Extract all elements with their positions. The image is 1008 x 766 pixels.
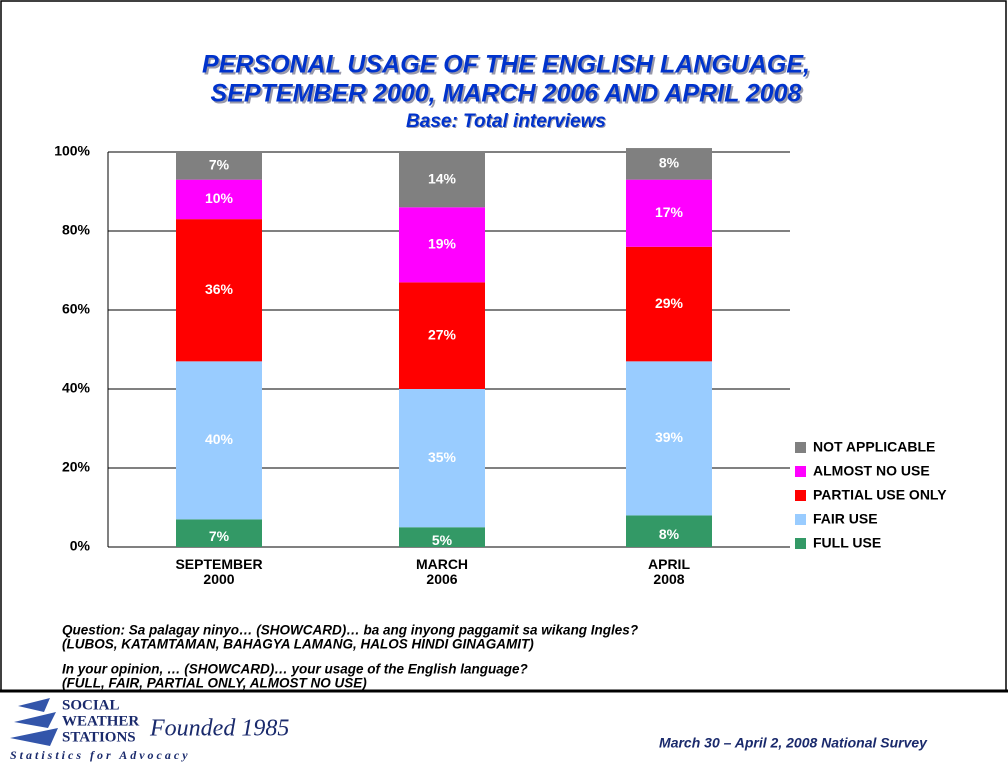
data-label: 39% xyxy=(655,429,684,445)
data-label: 10% xyxy=(205,190,234,206)
data-label: 8% xyxy=(659,155,680,171)
y-tick-label: 0% xyxy=(70,538,91,554)
y-tick-label: 20% xyxy=(62,459,91,475)
x-tick-label: APRIL 2008 xyxy=(648,556,690,587)
bar-segment xyxy=(626,246,712,362)
legend-swatch xyxy=(795,538,806,549)
bar-segment xyxy=(626,361,712,516)
x-tick-label: SEPTEMBER 2000 xyxy=(175,556,263,587)
legend-swatch xyxy=(795,442,806,453)
legend-swatch xyxy=(795,490,806,501)
bar-segment xyxy=(399,207,485,283)
bar-segment xyxy=(176,179,262,220)
legend-swatch xyxy=(795,466,806,477)
note: Question: Sa palagay ninyo… (SHOWCARD)… … xyxy=(62,623,638,638)
logo-text: SOCIAL xyxy=(62,697,120,713)
data-label: 17% xyxy=(655,204,684,220)
bar-segment xyxy=(176,219,262,362)
data-label: 35% xyxy=(428,449,457,465)
bar-segment xyxy=(399,282,485,389)
subtitle: Base: Total interviews xyxy=(406,111,606,132)
survey-date: March 30 – April 2, 2008 National Survey xyxy=(659,735,928,751)
data-label: 7% xyxy=(209,528,230,544)
logo-text: WEATHER xyxy=(62,713,139,729)
logo-mark xyxy=(10,698,58,746)
bar-segment xyxy=(626,515,712,547)
legend-swatch xyxy=(795,514,806,525)
note: In your opinion, … (SHOWCARD)… your usag… xyxy=(62,662,528,677)
bar-segment xyxy=(399,389,485,528)
x-tick-label: MARCH 2006 xyxy=(415,556,469,587)
bar-segment xyxy=(626,179,712,247)
data-label: 19% xyxy=(428,236,457,252)
data-label: 27% xyxy=(428,326,457,342)
bar-segment xyxy=(176,519,262,547)
data-label: 29% xyxy=(655,295,684,311)
logo-tagline: Statistics for Advocacy xyxy=(10,748,191,762)
data-label: 5% xyxy=(432,532,453,548)
title-line: PERSONAL USAGE OF THE ENGLISH LANGUAGE, xyxy=(202,51,810,79)
legend-label: NOT APPLICABLE xyxy=(813,439,935,455)
y-tick-label: 40% xyxy=(62,380,91,396)
legend-label: FAIR USE xyxy=(813,511,878,527)
legend-label: FULL USE xyxy=(813,535,881,551)
bar-segment xyxy=(176,152,262,180)
logo-founded: Founded 1985 xyxy=(149,716,289,742)
logo-text: STATIONS xyxy=(62,729,136,745)
data-label: 40% xyxy=(205,431,234,447)
legend-label: PARTIAL USE ONLY xyxy=(813,487,947,503)
data-label: 8% xyxy=(659,526,680,542)
y-tick-label: 80% xyxy=(62,222,91,238)
data-label: 7% xyxy=(209,157,230,173)
y-tick-label: 100% xyxy=(54,143,90,159)
legend-label: ALMOST NO USE xyxy=(813,463,930,479)
data-label: 14% xyxy=(428,170,457,186)
bar-segment xyxy=(626,148,712,180)
note: (LUBOS, KATAMTAMAN, BAHAGYA LAMANG, HALO… xyxy=(62,637,534,652)
bar-segment xyxy=(176,361,262,520)
note: (FULL, FAIR, PARTIAL ONLY, ALMOST NO USE… xyxy=(62,676,367,691)
logo: SOCIAL WEATHER STATIONS Founded 1985 Sta… xyxy=(10,697,289,762)
bar-segment xyxy=(399,152,485,208)
bar-segment xyxy=(399,527,485,547)
data-label: 36% xyxy=(205,281,234,297)
y-tick-label: 60% xyxy=(62,301,91,317)
title-line: SEPTEMBER 2000, MARCH 2006 AND APRIL 200… xyxy=(211,80,802,108)
